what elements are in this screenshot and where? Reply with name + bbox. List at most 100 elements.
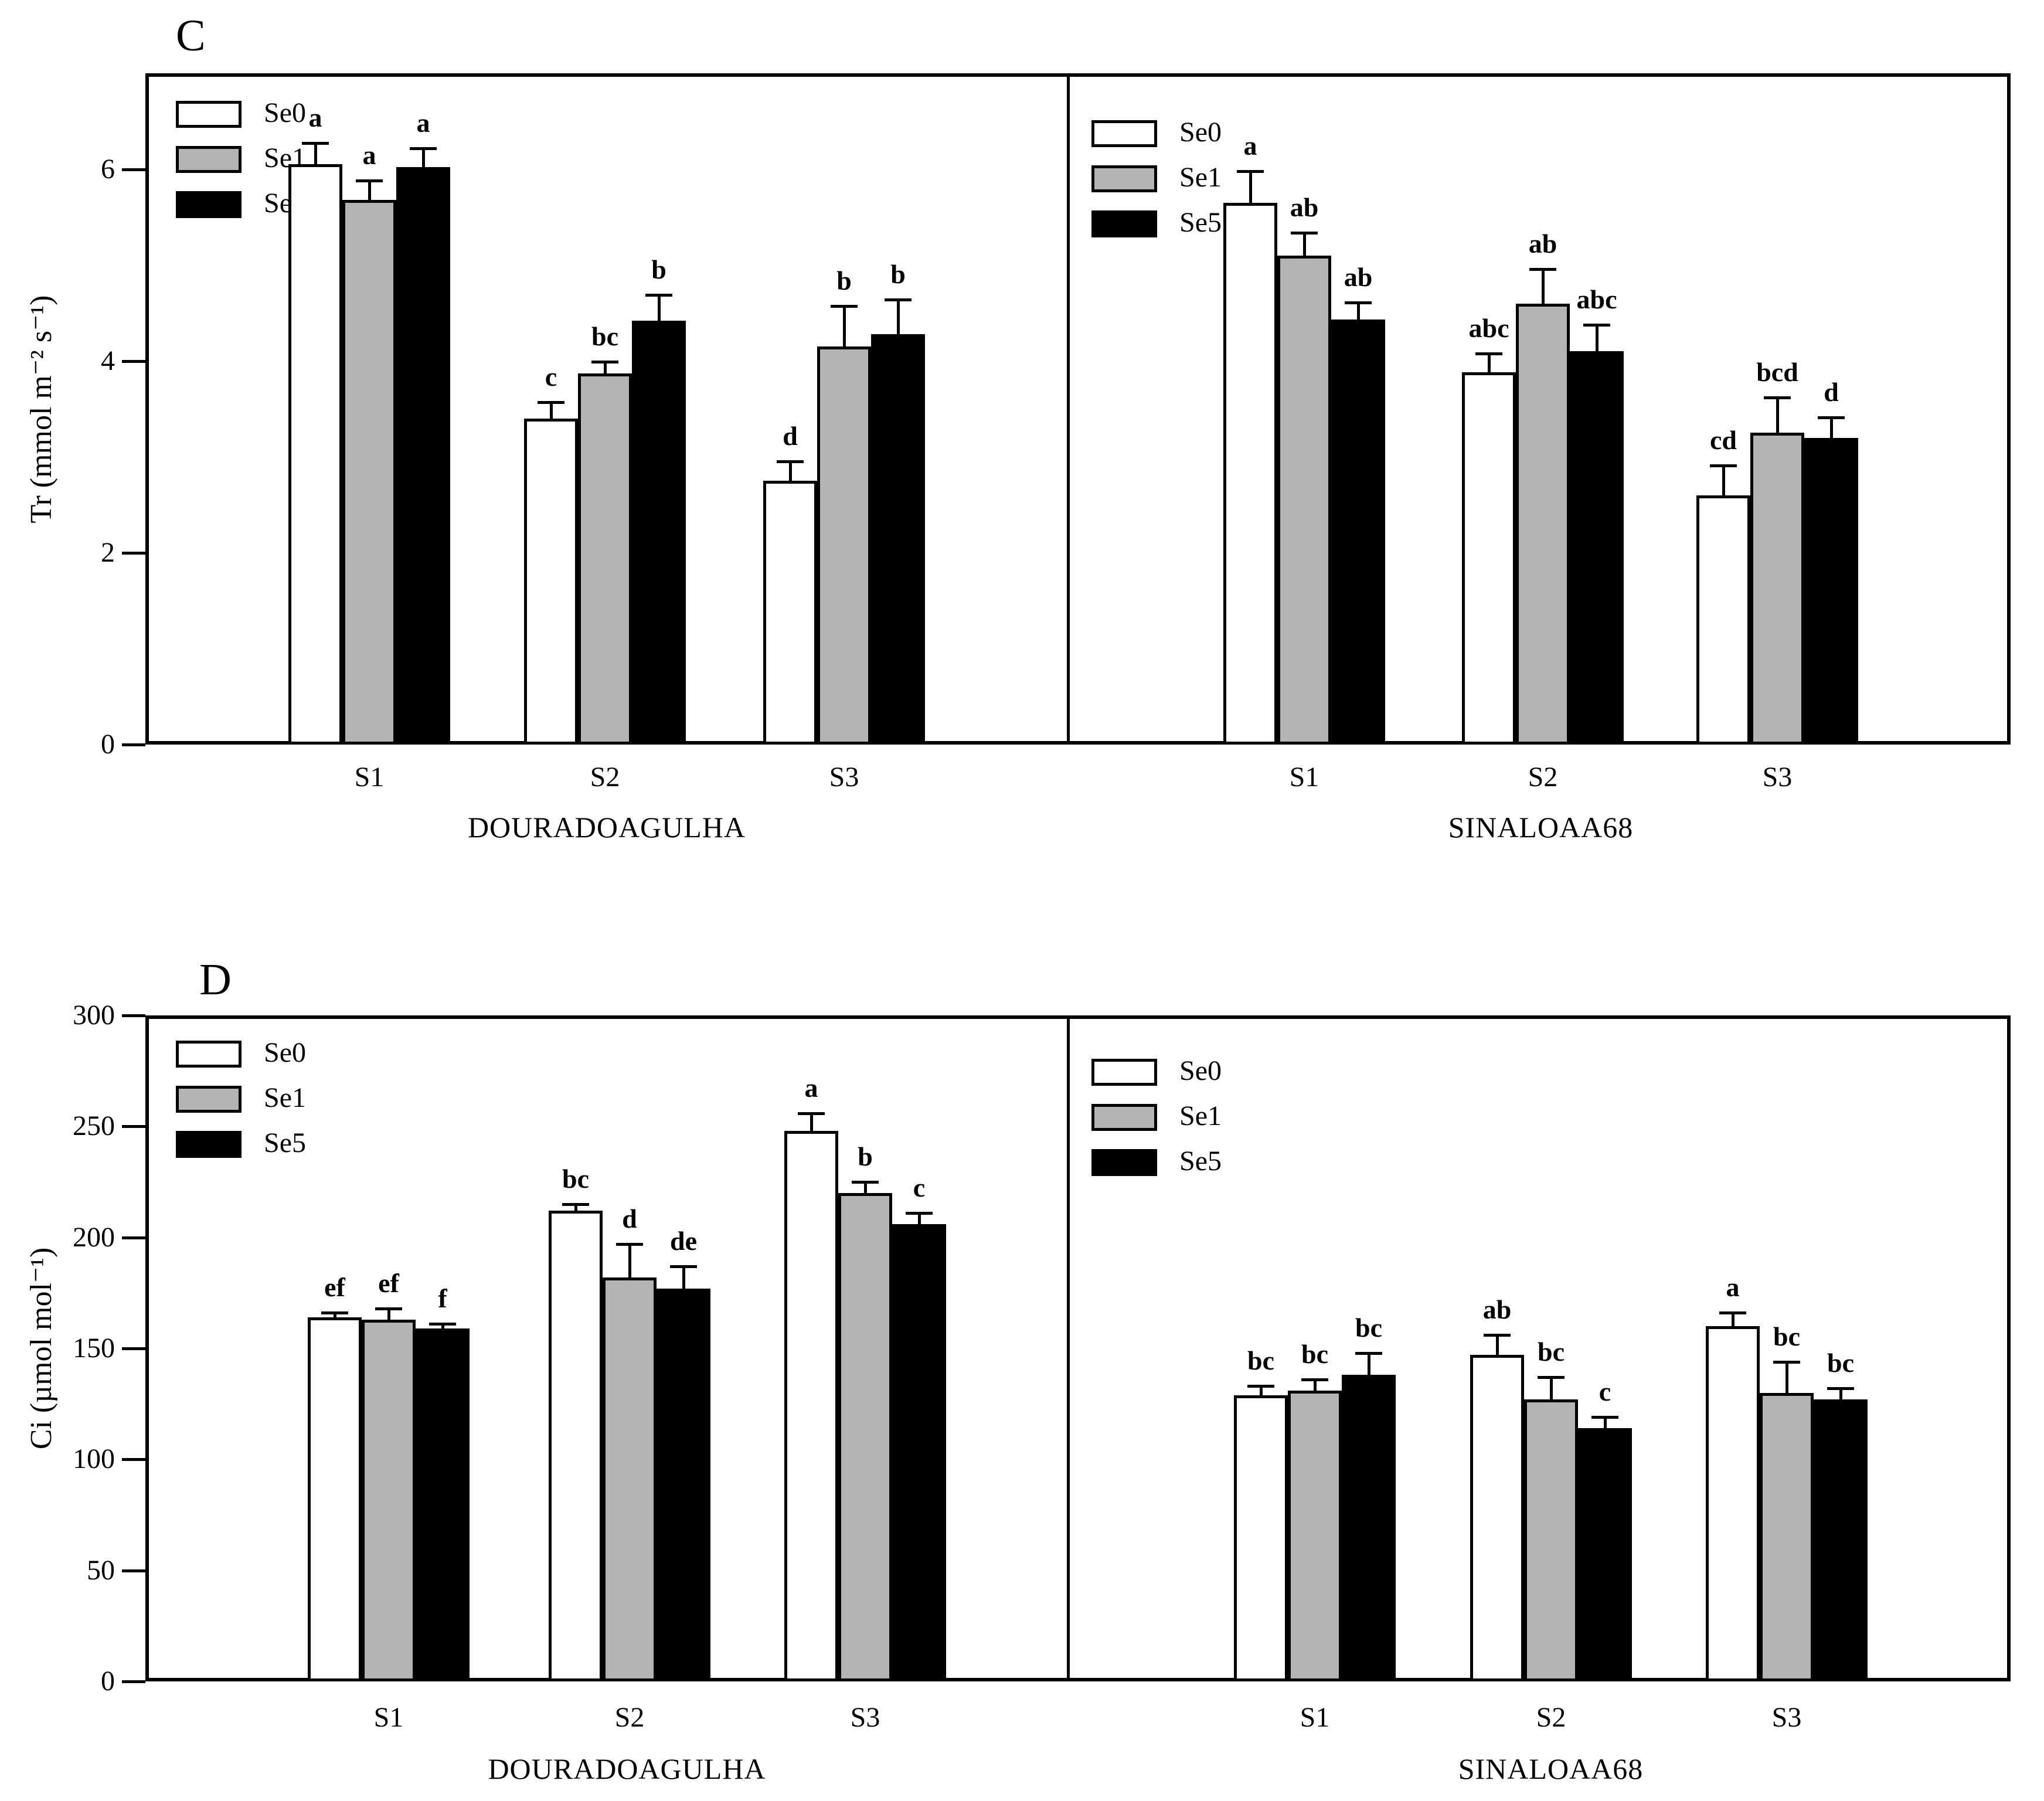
error-bar-cap	[852, 1181, 879, 1184]
error-bar	[1604, 1417, 1607, 1429]
sig-letter: c	[1599, 1377, 1611, 1407]
bar-se5-s2	[657, 1288, 710, 1681]
error-bar	[422, 148, 425, 168]
error-bar-cap	[1345, 301, 1372, 304]
sig-letter: c	[545, 362, 557, 392]
panel-divider	[1067, 73, 1070, 745]
sig-letter: abc	[1576, 284, 1617, 314]
legend-swatch-se1	[1091, 165, 1157, 192]
y-tick-label: 6	[101, 153, 115, 185]
x-category-label: S2	[614, 1702, 645, 1733]
y-tick-label: 0	[101, 1666, 115, 1697]
panel-letter: D	[199, 955, 232, 1004]
legend-swatch-se5	[1091, 210, 1157, 237]
sig-letter: bc	[1827, 1348, 1854, 1378]
y-tick-label: 100	[73, 1443, 115, 1475]
sig-letter: a	[308, 103, 322, 133]
bar-se0-s3	[784, 1130, 838, 1681]
sig-letter: a	[362, 140, 376, 171]
error-bar	[550, 402, 553, 419]
sig-letter: ab	[1528, 228, 1557, 259]
sig-letter: bc	[1355, 1312, 1382, 1343]
error-bar	[1542, 269, 1545, 304]
x-category-label: S3	[1762, 762, 1793, 793]
error-bar-cap	[1301, 1378, 1328, 1381]
error-bar-cap	[1247, 1385, 1274, 1388]
bar-se5-s3	[1814, 1399, 1868, 1681]
error-bar	[682, 1266, 685, 1289]
error-bar-cap	[1764, 396, 1791, 399]
y-axis-label: Tr (mmol m⁻² s⁻¹)	[25, 295, 58, 523]
bar-se0-s1	[288, 164, 342, 745]
error-bar	[1596, 324, 1599, 352]
legend-swatch-se5	[176, 191, 242, 218]
error-bar-cap	[1773, 1360, 1800, 1364]
cultivar-label: DOURADOAGULHA	[488, 1752, 766, 1785]
sig-letter: b	[651, 254, 666, 284]
error-bar-cap	[616, 1243, 643, 1246]
error-bar-cap	[906, 1212, 933, 1215]
panel-letter: C	[176, 11, 206, 60]
bar-se1-s3	[817, 346, 871, 745]
x-category-label: S1	[1300, 1702, 1330, 1733]
sig-letter: abc	[1468, 312, 1509, 343]
y-tick-label: 250	[73, 1110, 115, 1142]
x-category-label: S2	[1536, 1702, 1566, 1733]
y-axis-tick	[122, 551, 145, 555]
sig-letter: de	[670, 1225, 697, 1256]
bar-se0-s2	[524, 418, 578, 745]
sig-letter: bc	[1301, 1339, 1328, 1369]
error-bar-cap	[1355, 1351, 1382, 1355]
sig-letter: b	[890, 259, 906, 290]
error-bar-cap	[831, 305, 858, 308]
sig-letter: a	[1243, 130, 1257, 161]
bar-se5-s3	[1804, 437, 1858, 745]
error-bar-cap	[538, 401, 564, 405]
x-category-label: S1	[373, 1702, 404, 1733]
error-bar	[1488, 353, 1491, 373]
error-bar	[1368, 1353, 1370, 1375]
y-axis-tick	[122, 743, 145, 746]
bar-se0-s2	[1462, 372, 1516, 745]
error-bar-cap	[670, 1265, 697, 1268]
sig-letter: bc	[1773, 1321, 1800, 1351]
error-bar-cap	[429, 1323, 456, 1326]
sig-letter: ab	[1344, 261, 1373, 292]
bar-se1-s2	[1524, 1399, 1578, 1681]
bar-se5-s3	[892, 1224, 946, 1681]
legend-label: Se1	[264, 1082, 306, 1113]
error-bar-cap	[302, 142, 329, 145]
legend-swatch-se0	[176, 101, 242, 128]
legend-label: Se0	[264, 97, 306, 128]
error-bar	[1776, 397, 1779, 433]
y-tick-label: 300	[73, 1000, 115, 1031]
y-axis-tick	[122, 1014, 145, 1017]
legend-label: Se1	[1179, 1100, 1222, 1131]
error-bar	[864, 1182, 867, 1193]
legend-swatch-se1	[1091, 1104, 1157, 1131]
error-bar	[897, 300, 900, 334]
error-bar-cap	[1827, 1387, 1854, 1391]
error-bar	[1722, 465, 1725, 495]
y-axis-tick	[122, 1680, 145, 1683]
error-bar	[1303, 232, 1306, 256]
bar-se0-s1	[308, 1317, 362, 1681]
sig-letter: d	[1824, 377, 1839, 407]
error-bar-cap	[1475, 352, 1502, 355]
error-bar	[843, 306, 846, 347]
error-bar-cap	[1237, 169, 1264, 173]
bar-se0-s3	[763, 481, 817, 745]
error-bar	[574, 1204, 577, 1211]
error-bar-cap	[1484, 1334, 1511, 1337]
sig-letter: a	[416, 107, 430, 138]
bar-se0-s2	[1470, 1355, 1524, 1681]
sig-letter: d	[622, 1204, 637, 1234]
cultivar-label: SINALOAA68	[1458, 1752, 1644, 1785]
legend-label: Se0	[264, 1037, 306, 1068]
bar-se0-s3	[1696, 495, 1750, 745]
legend-label: Se5	[264, 1127, 306, 1158]
error-bar	[604, 362, 607, 373]
error-bar	[1260, 1386, 1263, 1395]
error-bar-cap	[1538, 1376, 1565, 1379]
bar-se1-s2	[603, 1277, 657, 1681]
